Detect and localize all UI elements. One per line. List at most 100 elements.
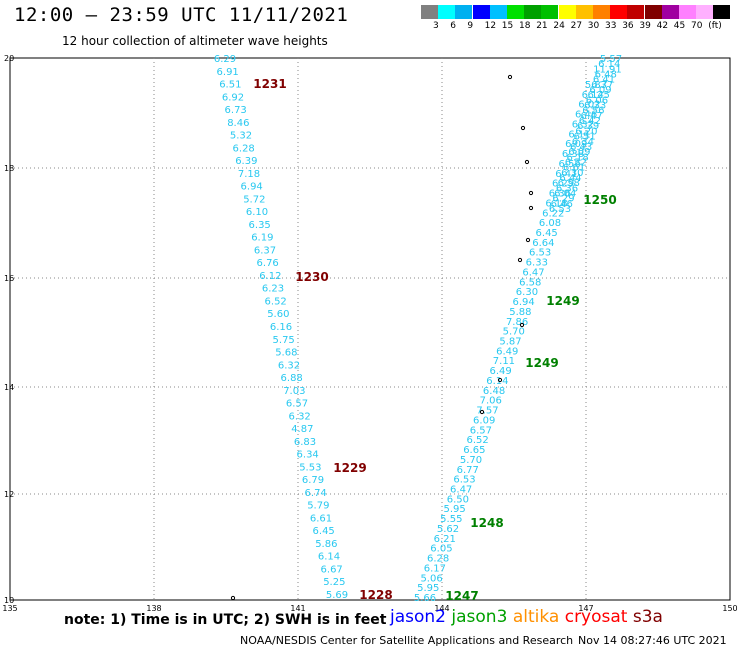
swh-value: 6.37 [591,80,613,91]
swh-value: 6.25 [588,90,610,101]
y-tick-label: 14 [4,383,14,392]
swh-value: 6.28 [233,143,255,154]
swh-value: 6.73 [225,105,247,116]
y-tick-label: 18 [4,164,14,173]
swh-value: 6.53 [453,475,475,486]
island-outline [528,205,534,211]
swh-value: 5.62 [437,524,459,535]
swh-value: 6.28 [427,554,449,565]
swh-value: 5.72 [243,194,265,205]
swh-value: 5.75 [273,335,295,346]
x-tick-label: 141 [290,604,305,613]
scale-label: 39 [639,21,651,31]
y-tick-label: 16 [4,274,14,283]
swh-value: 6.16 [270,322,292,333]
time-label: 1250 [583,193,616,207]
swh-value: 6.20 [575,126,597,137]
swh-value: 6.14 [598,59,620,70]
scale-swatch [713,5,731,19]
swh-value: 6.14 [582,90,604,101]
swh-value: 6.23 [262,284,284,295]
swh-value: 6.74 [305,488,327,499]
swh-value: 6.57 [470,425,492,436]
scale-swatch [541,5,559,19]
swh-value: 6.17 [424,563,446,574]
swh-value: 6.37 [254,245,276,256]
scale-label: 27 [570,21,583,31]
swh-value: 6.18 [545,198,567,209]
swh-value: 7.57 [476,406,498,417]
swh-value: 6.50 [447,494,469,505]
swh-value: 6.52 [265,296,287,307]
swh-value: 6.44 [559,173,581,184]
timestamp-text: Nov 14 08:27:46 UTC 2021 [578,634,727,647]
page-subtitle: 12 hour collection of altimeter wave hei… [62,34,328,48]
scale-label: 6 [450,21,456,31]
scale-swatch [421,5,438,19]
swh-value: 6.48 [483,386,505,397]
y-tick-label: 12 [4,490,14,499]
swh-value: 6.36 [556,183,578,194]
swh-value: 6.91 [217,67,239,78]
scale-swatch [438,5,456,19]
legend-altika: altika [512,607,565,627]
credit-text: NOAA/NESDIS Center for Satellite Applica… [240,634,574,647]
time-label: 1228 [359,588,392,602]
map-frame [9,57,731,601]
swh-value: 6.22 [542,208,564,219]
swh-value: 6.56 [582,106,604,117]
island-outline [230,595,236,601]
swh-value: 5.25 [323,577,345,588]
island-outline [519,322,525,328]
swh-value: 5.87 [499,337,521,348]
scale-label: 24 [553,21,565,31]
scale-label: 36 [622,21,634,31]
swh-value: 6.51 [573,132,595,143]
swh-value: 6.46 [551,199,573,210]
scale-swatch [593,5,610,19]
swh-value: 6.18 [566,152,588,163]
swh-value: 6.02 [578,100,600,111]
swh-value: 6.29 [214,54,236,65]
swh-value: 6.36 [549,189,571,200]
swh-value: 5.55 [440,514,462,525]
swh-value: 5.06 [420,573,442,584]
swh-value: 6.45 [313,526,335,537]
legend-jason2: jason2 [390,607,452,627]
swh-value: 6.33 [584,101,606,112]
y-tick-label: 20 [4,54,14,63]
time-label: 1247 [445,589,478,603]
swh-value: 6.29 [552,179,574,190]
swh-value: 6.32 [278,360,300,371]
swh-value: 6.09 [565,139,587,150]
swh-value: 7.03 [283,386,305,397]
swh-value: 6.56 [559,159,581,170]
swh-value: 5.70 [503,327,525,338]
scale-swatch [575,5,593,19]
swh-value: 6.19 [251,233,273,244]
swh-value: 6.10 [246,207,268,218]
scale-swatch [558,5,576,19]
scale-label: 12 [484,21,497,31]
swh-value: 7.11 [493,356,515,367]
swh-value: 6.41 [593,75,615,86]
swh-value: 6.29 [552,194,574,205]
swh-value: 5.66 [414,593,436,604]
page-title: 12:00 — 23:59 UTC 11/11/2021 [14,4,349,26]
swh-value: 6.34 [572,137,594,148]
time-label: 1229 [333,461,366,475]
swh-value: 6.64 [532,238,554,249]
scale-swatch [489,5,507,19]
scale-swatch [644,5,662,19]
island-outline [497,377,503,383]
swh-value: 6.92 [222,92,244,103]
swh-value: 8.46 [227,118,249,129]
swh-value: 6.04 [554,188,576,199]
swh-value: 7.06 [480,396,502,407]
swh-value: 6.52 [466,435,488,446]
swh-value: 6.88 [281,373,303,384]
scale-swatch [472,5,490,19]
time-label: 1231 [253,77,286,91]
swh-value: 6.47 [581,111,603,122]
swh-value: 6.34 [297,450,319,461]
